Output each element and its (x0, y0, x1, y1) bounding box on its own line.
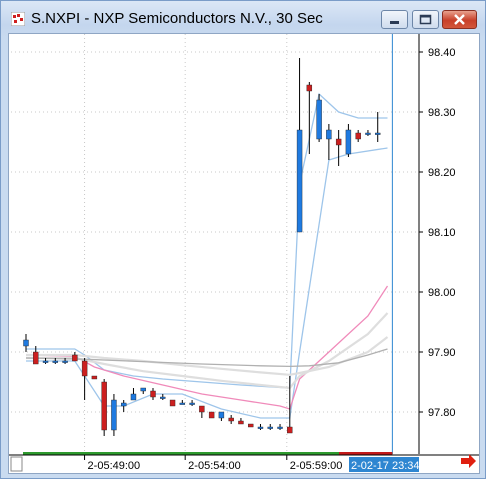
candle-up (62, 360, 68, 363)
candle-up (189, 402, 195, 405)
ma-gray-line (25, 348, 388, 368)
candle-down (287, 426, 293, 434)
candle-down (355, 132, 361, 140)
grid (11, 34, 419, 454)
time-axis: 2-05:49:00 2-05:54:00 2-05:59:00 2-02-17 23… (9, 452, 479, 472)
candle-up (120, 402, 127, 407)
maximize-button[interactable] (412, 10, 439, 29)
candle-up (42, 360, 49, 363)
candle-down (150, 390, 156, 398)
candle-down (199, 405, 205, 413)
candle-down (248, 423, 254, 428)
candle-up (179, 402, 186, 405)
indicator-lines (25, 92, 389, 419)
x-tick-label: 2-05:49:00 (88, 460, 141, 472)
close-button[interactable] (442, 10, 477, 29)
app-icon (11, 12, 25, 26)
candle-up (277, 426, 283, 429)
x-tick-label: 2-05:54:00 (188, 460, 241, 472)
time-strip-red (339, 452, 393, 455)
time-strip (23, 452, 393, 455)
candle-down (306, 84, 313, 92)
window-title: S.NXPI - NXP Semiconductors N.V., 30 Sec (31, 10, 323, 27)
scroll-thumb (10, 456, 23, 472)
candlestick-chart[interactable]: 98.40 98.30 98.20 98.10 98.00 97.90 97.80 2-05… (9, 34, 479, 473)
minimize-icon (390, 21, 399, 24)
y-tick-label: 98.00 (428, 287, 456, 299)
candles (23, 58, 381, 436)
y-tick-label: 98.40 (428, 47, 456, 59)
y-tick-label: 97.90 (428, 347, 456, 359)
candle-up (375, 132, 381, 135)
y-tick-label: 98.20 (428, 167, 456, 179)
candle-up (326, 129, 332, 140)
candle-up (316, 99, 322, 140)
candle-down (335, 138, 342, 146)
cursor-time-box (349, 457, 419, 472)
y-axis: 98.40 98.30 98.20 98.10 98.00 97.90 97.80 (391, 34, 456, 454)
candle-down (72, 354, 78, 362)
ma-pink-line (25, 285, 389, 410)
candle-up (130, 393, 137, 401)
candle-up (111, 399, 117, 431)
restore-icon (419, 14, 432, 25)
minimize-button[interactable] (381, 10, 408, 29)
candle-up (52, 360, 59, 363)
scroll-right-arrow-icon[interactable] (461, 454, 476, 468)
candle-up (365, 132, 371, 135)
close-icon (454, 14, 465, 25)
candle-down (238, 420, 244, 425)
ma-light-1-line (26, 312, 389, 390)
ma-light-2-line (26, 336, 389, 376)
y-tick-label: 97.80 (428, 407, 456, 419)
candle-up (140, 387, 146, 392)
candle-up (23, 339, 29, 347)
candle-up (296, 129, 303, 233)
candle-down (208, 411, 215, 419)
candle-down (169, 399, 176, 407)
cursor-time-label: 2-02-17 23:34:00 (351, 460, 435, 472)
candle-up (160, 396, 166, 399)
candle-up (345, 129, 352, 155)
lower-band-line (26, 147, 388, 419)
candle-up (257, 426, 264, 429)
candle-down (101, 381, 107, 431)
y-tick-label: 98.30 (428, 107, 456, 119)
y-tick-label: 98.10 (428, 227, 456, 239)
candle-down (81, 360, 88, 377)
candle-up (218, 411, 225, 419)
x-tick-label: 2-05:59:00 (290, 460, 343, 472)
chart-area[interactable]: 98.40 98.30 98.20 98.10 98.00 97.90 97.80 2-05… (8, 33, 480, 474)
candle-down (91, 375, 98, 380)
candle-up (267, 426, 273, 429)
candle-down (33, 351, 39, 365)
candle-down (228, 417, 234, 422)
upper-band-line (26, 92, 388, 389)
title-bar[interactable]: S.NXPI - NXP Semiconductors N.V., 30 Sec (1, 1, 485, 35)
